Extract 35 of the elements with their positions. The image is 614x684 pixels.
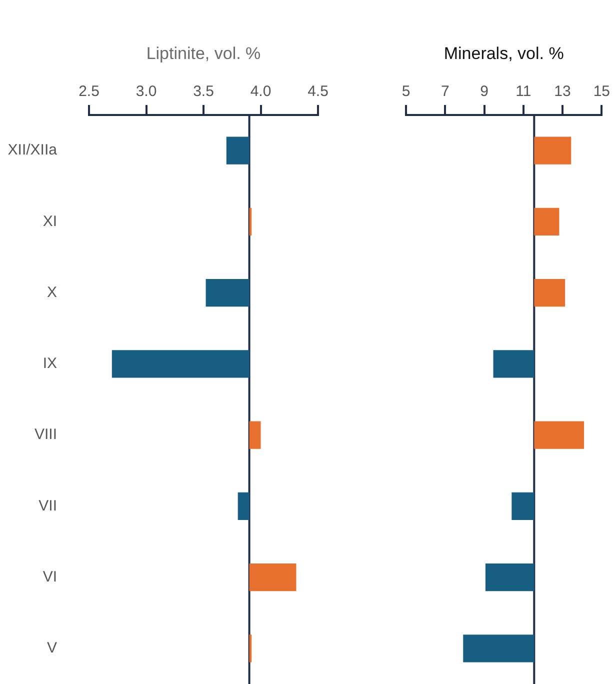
x-tick-label: 11	[516, 83, 532, 100]
x-tick-label: 4.5	[308, 83, 328, 100]
x-tick-label: 3.0	[136, 83, 157, 100]
bar	[534, 208, 560, 236]
y-tick-label: X	[46, 284, 57, 301]
x-tick-label: 2.5	[78, 83, 100, 100]
y-tick-label: VIII	[34, 426, 57, 444]
bar	[112, 350, 250, 378]
bar	[463, 634, 534, 662]
y-tick-label: IX	[42, 355, 57, 372]
bar	[512, 492, 534, 520]
y-tick-label: VI	[42, 568, 57, 586]
bar	[249, 421, 261, 449]
x-axis-title: Liptinite, vol. %	[146, 44, 261, 63]
bar	[534, 278, 566, 307]
bar	[226, 136, 250, 164]
x-tick-label: 13	[554, 83, 571, 100]
x-tick-label: 15	[593, 83, 610, 100]
bar	[485, 563, 534, 592]
bar	[534, 136, 572, 164]
bar	[238, 492, 250, 520]
bar	[206, 278, 250, 307]
y-tick-label: XII/XIIa	[8, 142, 58, 159]
x-axis-title: Minerals, vol. %	[444, 44, 564, 63]
bar	[534, 421, 584, 449]
y-tick-label: V	[46, 640, 57, 657]
x-tick-label: 3.5	[193, 83, 214, 100]
x-tick-label: 5	[402, 83, 410, 100]
x-tick-label: 4.0	[250, 83, 272, 100]
bar	[493, 350, 534, 378]
x-tick-label: 7	[440, 83, 450, 100]
bar	[249, 563, 296, 592]
y-tick-label: VII	[38, 497, 57, 514]
x-tick-label: 9	[480, 83, 488, 100]
y-tick-label: XI	[42, 212, 57, 230]
